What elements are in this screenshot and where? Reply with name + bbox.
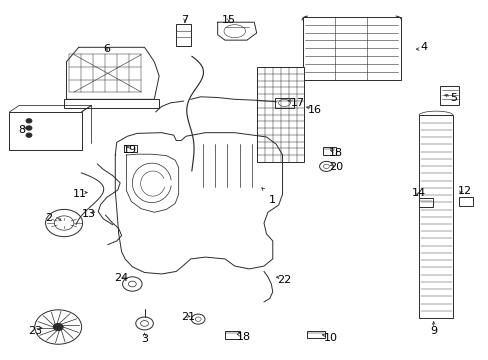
Bar — [123, 145, 137, 152]
Text: 22: 22 — [277, 275, 291, 285]
Circle shape — [136, 317, 153, 330]
Text: 21: 21 — [181, 312, 195, 322]
Bar — [176, 24, 190, 45]
Circle shape — [128, 281, 136, 287]
Text: 4: 4 — [420, 42, 427, 52]
Bar — [303, 17, 400, 80]
Text: 14: 14 — [411, 188, 425, 198]
Bar — [418, 116, 452, 318]
Text: 23: 23 — [28, 325, 42, 336]
Text: 18: 18 — [328, 148, 343, 158]
Circle shape — [122, 277, 142, 291]
Text: 15: 15 — [222, 15, 235, 26]
Circle shape — [141, 320, 148, 326]
Circle shape — [35, 310, 81, 344]
Circle shape — [26, 133, 32, 137]
Bar — [256, 67, 304, 162]
Circle shape — [26, 119, 32, 123]
Text: 3: 3 — [141, 333, 148, 343]
Text: 9: 9 — [429, 325, 436, 336]
Text: 20: 20 — [328, 162, 343, 172]
Bar — [224, 330, 239, 338]
Text: 12: 12 — [457, 186, 471, 196]
Text: 1: 1 — [269, 195, 276, 205]
Text: 6: 6 — [103, 44, 110, 54]
Bar — [458, 197, 472, 206]
Text: 17: 17 — [290, 98, 305, 108]
Circle shape — [323, 164, 329, 168]
Text: 10: 10 — [324, 333, 338, 343]
Text: 13: 13 — [81, 209, 95, 219]
Text: 7: 7 — [181, 15, 188, 26]
Bar — [322, 147, 335, 155]
Circle shape — [319, 161, 332, 171]
Bar — [439, 86, 458, 105]
Text: 19: 19 — [122, 144, 137, 154]
Text: 18: 18 — [236, 332, 250, 342]
Bar — [306, 330, 325, 338]
Text: 16: 16 — [307, 105, 322, 115]
Text: 11: 11 — [73, 189, 87, 199]
Text: 2: 2 — [45, 213, 52, 222]
Circle shape — [195, 317, 201, 321]
Text: 24: 24 — [114, 273, 128, 283]
Text: 5: 5 — [450, 93, 457, 103]
Circle shape — [45, 210, 82, 237]
Circle shape — [53, 323, 63, 330]
Circle shape — [26, 126, 32, 130]
Circle shape — [54, 216, 74, 230]
Bar — [418, 198, 432, 207]
Bar — [64, 99, 159, 108]
Text: 8: 8 — [18, 125, 25, 135]
Bar — [274, 98, 294, 108]
Bar — [9, 112, 81, 149]
Circle shape — [191, 314, 204, 324]
